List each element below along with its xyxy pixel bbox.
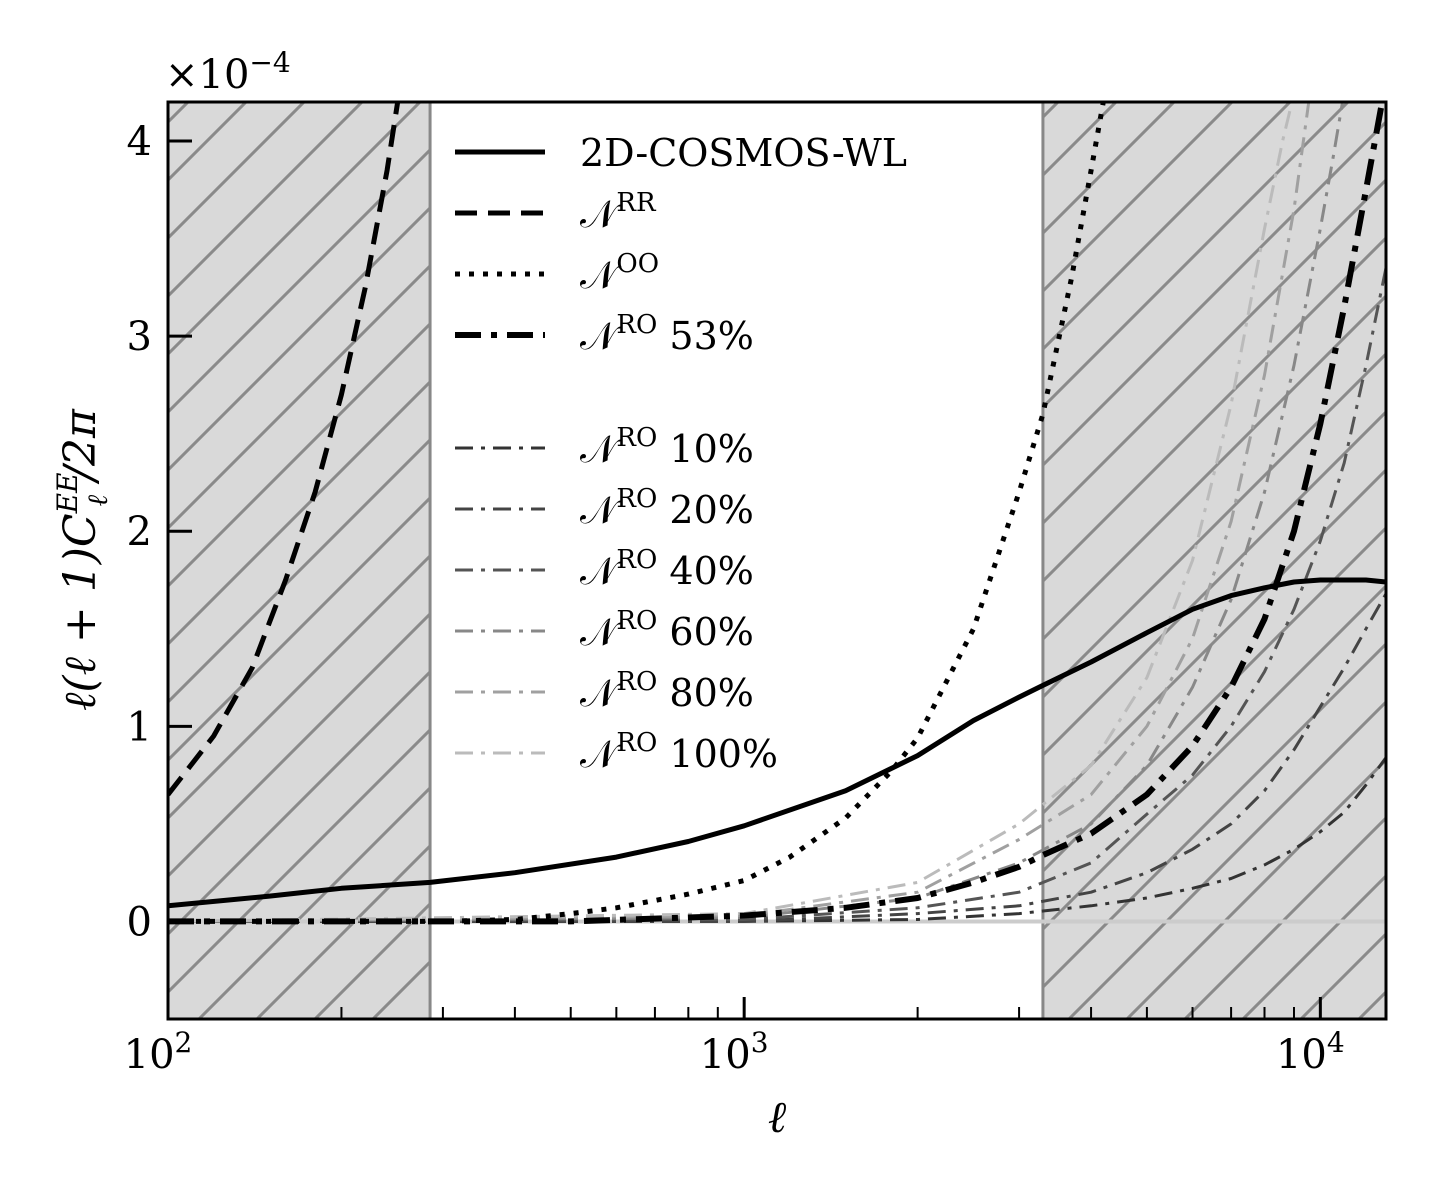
legend-label-sup-6: RO xyxy=(616,545,657,575)
legend-label-main-5: 𝒩 xyxy=(580,488,622,532)
y-tick-label-4: 4 xyxy=(127,119,152,165)
y-tick-label-3: 3 xyxy=(127,314,152,360)
legend-label-4: 𝒩RO 10% xyxy=(580,423,754,471)
series-line-9 xyxy=(168,102,1294,923)
legend-label-tail-7: 60% xyxy=(657,610,754,654)
y-tick-label-0: 0 xyxy=(127,899,152,945)
y-tick-label-2: 2 xyxy=(127,509,152,555)
x-tick-label-1: 103 xyxy=(700,1026,769,1078)
legend-label-main-7: 𝒩 xyxy=(580,610,622,654)
y-multiplier-exponent: −4 xyxy=(249,46,290,79)
legend-label-0: 2D-COSMOS-WL xyxy=(580,131,907,175)
series-line-6 xyxy=(168,267,1386,923)
legend-label-sup-2: OO xyxy=(616,249,659,279)
x-tick-base-1: 10 xyxy=(700,1032,751,1078)
legend-label-main-4: 𝒩 xyxy=(580,427,622,471)
legend-label-6: 𝒩RO 40% xyxy=(580,545,754,593)
x-tick-exp-0: 2 xyxy=(175,1026,193,1059)
legend-label-main-9: 𝒩 xyxy=(580,732,622,776)
series-line-3 xyxy=(168,102,1386,925)
legend-label-main-0: 2D-COSMOS-WL xyxy=(580,131,907,175)
y-axis-label-main: ℓ(ℓ + 1)C xyxy=(55,513,106,710)
y-axis-label: ℓ(ℓ + 1)CEEℓ/2π xyxy=(51,408,114,711)
x-tick-exp-2: 4 xyxy=(1327,1026,1345,1059)
legend-label-sup-3: RO xyxy=(616,310,657,340)
legend-label-main-3: 𝒩 xyxy=(580,314,622,358)
legend-label-sup-8: RO xyxy=(616,667,657,697)
legend-label-tail-3: 53% xyxy=(657,314,754,358)
legend-label-8: 𝒩RO 80% xyxy=(580,667,754,715)
legend-label-main-8: 𝒩 xyxy=(580,671,622,715)
legend-label-7: 𝒩RO 60% xyxy=(580,606,754,654)
series-line-8 xyxy=(168,102,1311,923)
legend-label-sup-1: RR xyxy=(616,188,657,218)
legend-label-main-1: 𝒩 xyxy=(580,192,622,236)
series-line-4 xyxy=(168,756,1386,923)
legend-label-2: 𝒩OO xyxy=(580,249,659,297)
excluded-region-0 xyxy=(168,102,431,1019)
legend-label-sup-5: RO xyxy=(616,484,657,514)
legend-label-sup-9: RO xyxy=(616,728,657,758)
legend-label-tail-9: 100% xyxy=(657,732,778,776)
plot-frame xyxy=(166,100,1388,1021)
x-tick-exp-1: 3 xyxy=(751,1026,769,1059)
y-axis-label-sub: ℓ xyxy=(81,495,114,507)
legend-label-3: 𝒩RO 53% xyxy=(580,310,754,358)
x-tick-label-2: 104 xyxy=(1276,1026,1345,1078)
legend-label-tail-8: 80% xyxy=(657,671,754,715)
excluded-region-1 xyxy=(1042,102,1386,1019)
y-multiplier-base: ×10 xyxy=(165,52,249,98)
legend-label-main-6: 𝒩 xyxy=(580,549,622,593)
series-line-1 xyxy=(168,102,401,797)
legend-label-sup-4: RO xyxy=(616,423,657,453)
y-tick-label-1: 1 xyxy=(127,704,152,750)
legend-label-tail-4: 10% xyxy=(657,427,754,471)
series-line-0 xyxy=(168,577,1386,909)
x-tick-base-0: 10 xyxy=(124,1032,175,1078)
excluded-regions xyxy=(168,102,1386,1019)
x-tick-label-0: 102 xyxy=(124,1026,193,1078)
legend-label-tail-5: 20% xyxy=(657,488,754,532)
legend-label-sup-7: RO xyxy=(616,606,657,636)
y-axis-label-tail: /2π xyxy=(55,408,106,485)
legend-label-5: 𝒩RO 20% xyxy=(580,484,754,532)
y-multiplier: ×10−4 xyxy=(165,46,291,98)
series-line-5 xyxy=(168,592,1386,923)
y-axis-label-sup: EE xyxy=(51,473,84,515)
series-group xyxy=(168,102,1386,925)
legend-label-1: 𝒩RR xyxy=(580,188,657,236)
x-tick-base-2: 10 xyxy=(1276,1032,1327,1078)
legend-label-main-2: 𝒩 xyxy=(580,253,622,297)
x-axis-label: ℓ xyxy=(768,1092,787,1143)
legend-label-tail-6: 40% xyxy=(657,549,754,593)
legend-label-9: 𝒩RO 100% xyxy=(580,728,778,776)
